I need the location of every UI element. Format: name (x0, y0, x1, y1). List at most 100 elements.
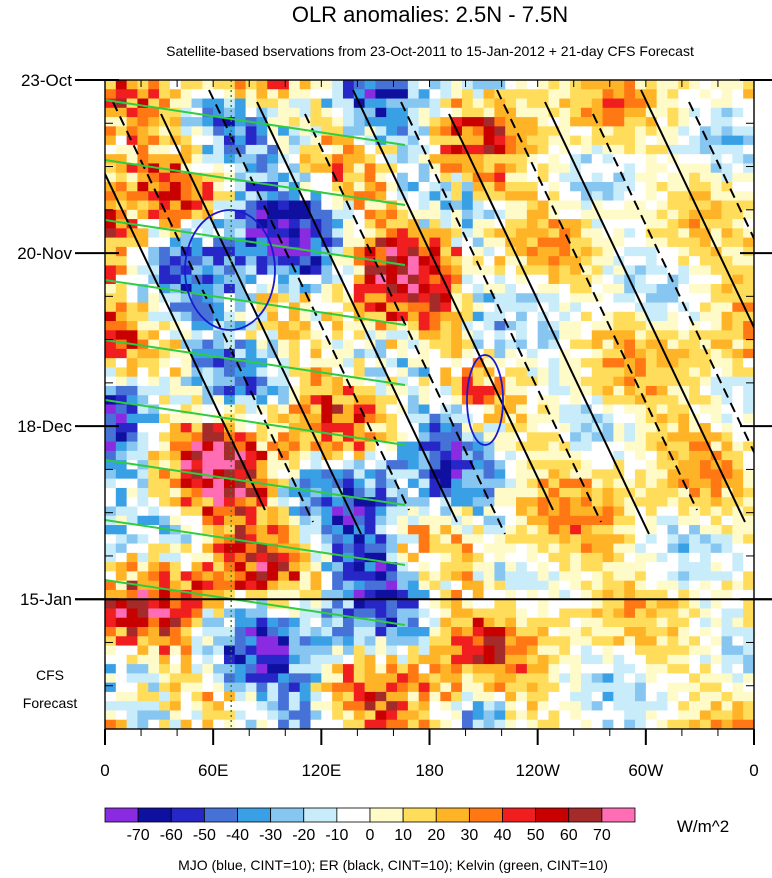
heatmap-cell (299, 395, 312, 406)
heatmap-cell (375, 654, 387, 665)
heatmap-cell (602, 701, 614, 712)
heatmap-cell (105, 385, 117, 396)
heatmap-cell (451, 450, 463, 461)
heatmap-cell (526, 599, 539, 610)
heatmap-cell (689, 469, 701, 480)
heatmap-cell (678, 571, 690, 582)
heatmap-cell (461, 654, 474, 665)
heatmap-cell (678, 525, 690, 535)
heatmap-cell (559, 311, 571, 322)
heatmap-cell (656, 181, 669, 192)
heatmap-cell (645, 423, 658, 433)
heatmap-cell (461, 589, 474, 600)
heatmap-cell (191, 256, 203, 267)
heatmap-cell (570, 246, 582, 257)
heatmap-cell (418, 293, 431, 304)
heatmap-cell (732, 181, 744, 192)
heatmap-cell (180, 385, 193, 396)
heatmap-cell (342, 497, 355, 508)
heatmap-cell (332, 525, 344, 535)
heatmap-cell (342, 469, 355, 480)
heatmap-cell (202, 413, 214, 424)
heatmap-cell (126, 330, 139, 341)
heatmap-cell (397, 664, 409, 674)
heatmap-cell (105, 580, 117, 591)
heatmap-cell (591, 376, 604, 387)
heatmap-cell (342, 525, 355, 535)
heatmap-cell (332, 209, 344, 220)
heatmap-cell (321, 144, 333, 155)
heatmap-cell (699, 664, 712, 674)
heatmap-cell (602, 348, 614, 359)
heatmap-cell (635, 599, 647, 610)
heatmap-cell (299, 701, 312, 712)
heatmap-cell (461, 423, 474, 433)
heatmap-cell (159, 265, 171, 276)
heatmap-cell (299, 525, 312, 535)
heatmap-cell (332, 497, 344, 508)
heatmap-cell (721, 432, 733, 443)
heatmap-cell (537, 395, 550, 406)
heatmap-cell (418, 562, 431, 572)
heatmap-cell (137, 330, 149, 341)
heatmap-cell (267, 460, 279, 470)
heatmap-cell (397, 636, 409, 647)
heatmap-cell (548, 200, 560, 211)
heatmap-cell (732, 534, 744, 545)
heatmap-cell (407, 404, 420, 415)
heatmap-cell (743, 589, 754, 600)
heatmap-cell (397, 506, 409, 517)
heatmap-cell (180, 691, 193, 702)
heatmap-cell (613, 228, 625, 239)
heatmap-cell (115, 126, 128, 137)
heatmap-cell (386, 321, 398, 331)
heatmap-cell (667, 478, 679, 489)
heatmap-cell (126, 367, 139, 378)
heatmap-cell (256, 376, 268, 387)
heatmap-cell (342, 719, 355, 729)
heatmap-cell (342, 135, 355, 146)
heatmap-cell (570, 219, 582, 229)
heatmap-cell (429, 487, 441, 498)
heatmap-cell (580, 237, 593, 248)
heatmap-cell (580, 163, 593, 174)
heatmap-cell (364, 645, 377, 656)
heatmap-cell (159, 302, 171, 313)
heatmap-cell (461, 302, 474, 313)
heatmap-cell (721, 311, 733, 322)
heatmap-cell (375, 571, 387, 582)
heatmap-cell (159, 172, 171, 183)
heatmap-cell (710, 589, 723, 600)
heatmap-cell (570, 497, 582, 508)
colorbar-label: -60 (160, 827, 183, 844)
heatmap-cell (461, 487, 474, 498)
heatmap-cell (267, 627, 279, 637)
heatmap-cell (223, 144, 236, 155)
heatmap-cell (721, 534, 733, 545)
heatmap-cell (516, 506, 528, 517)
heatmap-cell (202, 562, 214, 572)
heatmap-cell (570, 664, 582, 674)
heatmap-cell (234, 691, 247, 702)
heatmap-cell (191, 543, 203, 554)
heatmap-cell (278, 283, 290, 294)
heatmap-cell (689, 497, 701, 508)
heatmap-cell (667, 246, 679, 257)
heatmap-cell (483, 219, 495, 229)
heatmap-cell (375, 200, 387, 211)
heatmap-cell (699, 617, 712, 628)
heatmap-cell (678, 534, 690, 545)
heatmap-cell (256, 219, 268, 229)
heatmap-cell (516, 117, 528, 127)
heatmap-cell (418, 283, 431, 294)
er-contour (256, 101, 458, 523)
heatmap-cell (180, 673, 193, 684)
heatmap-cell (407, 283, 420, 294)
er-contour (592, 113, 754, 455)
heatmap-cell (364, 191, 377, 202)
heatmap-cell (537, 367, 550, 378)
heatmap-cell (386, 441, 398, 452)
heatmap-cell (191, 330, 203, 341)
heatmap-cell (234, 330, 247, 341)
heatmap-cell (710, 413, 723, 424)
